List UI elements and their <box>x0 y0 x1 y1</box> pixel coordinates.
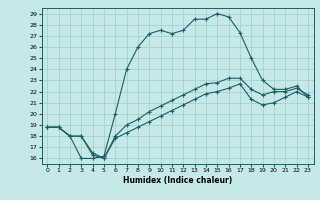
X-axis label: Humidex (Indice chaleur): Humidex (Indice chaleur) <box>123 176 232 185</box>
